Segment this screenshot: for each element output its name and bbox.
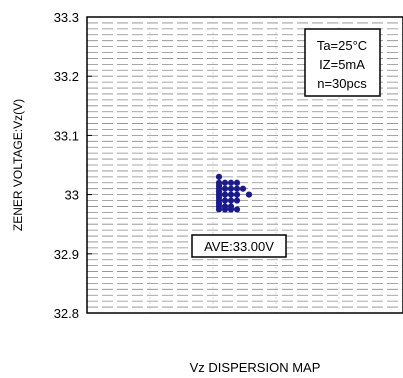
data-point: [221, 206, 229, 213]
data-point: [227, 197, 235, 204]
data-point: [221, 185, 229, 192]
average-annotation-text: AVE:33.00V: [204, 239, 274, 254]
plot-area-frame: [86, 16, 403, 314]
data-point: [221, 197, 229, 204]
data-point: [233, 191, 241, 198]
data-point: [215, 206, 223, 213]
x-axis-label: Vz DISPERSION MAP: [190, 360, 321, 375]
data-point: [245, 191, 253, 198]
y-axis-ticks: 32.8 32.9 33 33.1 33.2 33.3: [54, 10, 92, 321]
data-point: [215, 173, 223, 180]
data-point: [227, 185, 235, 192]
data-points: [215, 173, 253, 213]
average-annotation: AVE:33.00V: [191, 234, 287, 258]
y-axis-label: ZENER VOLTAGE:Vz(V): [11, 99, 25, 231]
legend-line-temperature: Ta=25°C: [317, 38, 367, 53]
y-tick-label: 32.9: [54, 247, 79, 262]
data-point: [221, 179, 229, 186]
data-point: [227, 206, 235, 213]
average-annotation-box: [191, 234, 287, 258]
y-tick-label: 33: [65, 188, 79, 203]
y-tick-label: 33.2: [54, 69, 79, 84]
legend-line-sample-count: n=30pcs: [317, 76, 367, 91]
data-point: [227, 191, 235, 198]
data-point: [221, 191, 229, 198]
y-tick-label: 33.3: [54, 10, 79, 25]
y-tick-label: 32.8: [54, 306, 79, 321]
conditions-legend-box: [304, 28, 381, 97]
conditions-legend: Ta=25°C IZ=5mA n=30pcs: [304, 28, 381, 97]
legend-line-current: IZ=5mA: [319, 57, 365, 72]
data-point: [239, 185, 247, 192]
data-point: [227, 179, 235, 186]
vertical-grid-lines: [149, 17, 340, 313]
data-point: [233, 206, 241, 213]
y-tick-label: 33.1: [54, 128, 79, 143]
data-point: [233, 197, 241, 204]
data-point: [233, 185, 241, 192]
data-point: [233, 179, 241, 186]
